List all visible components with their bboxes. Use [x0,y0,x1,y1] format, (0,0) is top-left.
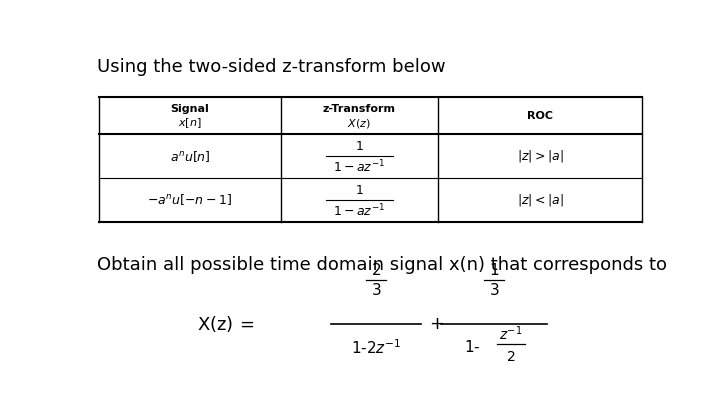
Text: $1\text{-}$: $1\text{-}$ [464,339,481,355]
Text: $3$: $3$ [489,282,499,298]
Text: $-a^n u[-n-1]$: $-a^n u[-n-1]$ [147,192,232,207]
Text: $1-az^{-1}$: $1-az^{-1}$ [333,202,385,219]
Text: $|z|<|a|$: $|z|<|a|$ [517,192,563,208]
Text: $1\text{-}2z^{-1}$: $1\text{-}2z^{-1}$ [351,339,401,357]
Text: $|z|>|a|$: $|z|>|a|$ [517,148,563,164]
Text: $1$: $1$ [355,184,364,197]
Text: Obtain all possible time domain signal x(n) that corresponds to: Obtain all possible time domain signal x… [97,256,667,274]
Text: Using the two-sided z-transform below: Using the two-sided z-transform below [97,58,445,76]
Text: $=$: $=$ [236,315,254,333]
Text: $a^n u[n]$: $a^n u[n]$ [169,149,210,164]
Text: $x[n]$: $x[n]$ [178,116,202,130]
Text: ROC: ROC [527,111,553,121]
Text: $2$: $2$ [371,262,381,278]
Text: $1$: $1$ [489,262,499,278]
Text: $2$: $2$ [506,350,515,364]
Text: Signal: Signal [171,104,209,114]
Text: z-Transform: z-Transform [323,104,395,114]
Text: $+$: $+$ [429,315,444,333]
Text: $X(z)$: $X(z)$ [348,116,371,129]
Text: $1$: $1$ [355,140,364,153]
Text: $z^{-1}$: $z^{-1}$ [499,325,522,343]
Text: $\mathrm{X(z)}$: $\mathrm{X(z)}$ [197,314,234,333]
Text: $3$: $3$ [371,282,382,298]
Text: $1-az^{-1}$: $1-az^{-1}$ [333,159,385,175]
